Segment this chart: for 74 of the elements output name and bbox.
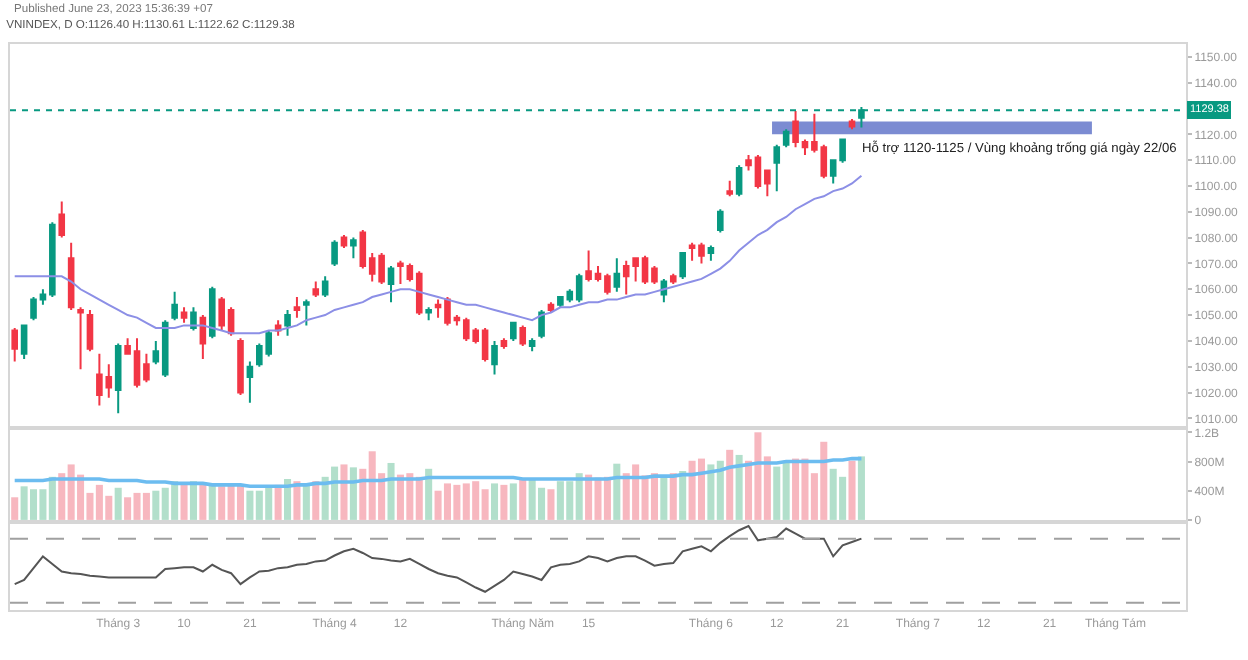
bar xyxy=(199,482,207,520)
bar xyxy=(679,470,687,520)
candlestick xyxy=(20,324,28,360)
candlestick xyxy=(848,117,856,131)
bar xyxy=(11,497,19,520)
candlestick xyxy=(161,319,169,379)
candlestick xyxy=(773,143,781,193)
bar xyxy=(500,484,508,520)
bar xyxy=(490,483,499,520)
bar xyxy=(312,481,320,520)
candlestick xyxy=(679,252,686,280)
bar xyxy=(735,454,743,520)
candlestick xyxy=(510,321,517,342)
bar xyxy=(340,464,348,520)
bar xyxy=(180,484,188,520)
candlestick xyxy=(67,241,75,311)
bar xyxy=(726,449,734,520)
bar xyxy=(387,462,395,520)
candlestick xyxy=(613,257,621,293)
candlestick xyxy=(246,360,254,404)
candlestick xyxy=(350,236,357,260)
candlestick xyxy=(58,200,66,239)
bar xyxy=(669,473,677,520)
bar xyxy=(857,456,865,520)
bar xyxy=(293,481,301,520)
candlestick xyxy=(387,265,395,304)
bar xyxy=(519,478,527,520)
bar xyxy=(425,468,433,520)
bar xyxy=(208,483,216,520)
bar xyxy=(613,463,621,520)
candlestick xyxy=(199,314,207,360)
candlestick xyxy=(425,306,432,322)
candlestick xyxy=(114,342,122,415)
bar xyxy=(650,473,658,520)
bar xyxy=(302,484,310,520)
bar xyxy=(274,484,282,520)
bar xyxy=(697,458,706,520)
candlestick xyxy=(782,128,790,149)
candlestick xyxy=(171,290,178,322)
candlestick xyxy=(11,327,18,363)
candlestick xyxy=(519,324,527,348)
candlestick xyxy=(321,275,329,298)
line-series xyxy=(12,456,864,489)
bar xyxy=(547,489,555,520)
candlestick xyxy=(293,296,301,319)
bar xyxy=(509,483,517,520)
candlestick xyxy=(415,270,423,317)
candlestick xyxy=(237,337,244,397)
candlestick xyxy=(538,308,545,340)
candlestick xyxy=(86,308,94,353)
candlestick xyxy=(208,285,216,340)
candlestick xyxy=(331,239,338,268)
bar xyxy=(189,481,197,520)
candlestick xyxy=(707,244,715,262)
candlestick xyxy=(77,306,84,371)
candlestick xyxy=(284,308,291,337)
bar xyxy=(236,484,245,520)
candlestick xyxy=(726,179,734,198)
candlestick xyxy=(190,306,197,332)
candlestick xyxy=(303,298,310,327)
candlestick xyxy=(669,272,677,286)
bar xyxy=(284,479,292,520)
candlestick xyxy=(491,339,498,376)
candlestick xyxy=(312,280,320,298)
bar xyxy=(848,460,856,520)
candlestick xyxy=(500,337,508,350)
candlestick xyxy=(180,306,188,324)
candlestick xyxy=(735,164,743,198)
candlestick xyxy=(528,337,536,353)
bar xyxy=(349,467,357,520)
line-series xyxy=(13,174,863,335)
candlestick xyxy=(717,208,724,234)
bar xyxy=(660,476,668,520)
bar xyxy=(114,487,122,520)
